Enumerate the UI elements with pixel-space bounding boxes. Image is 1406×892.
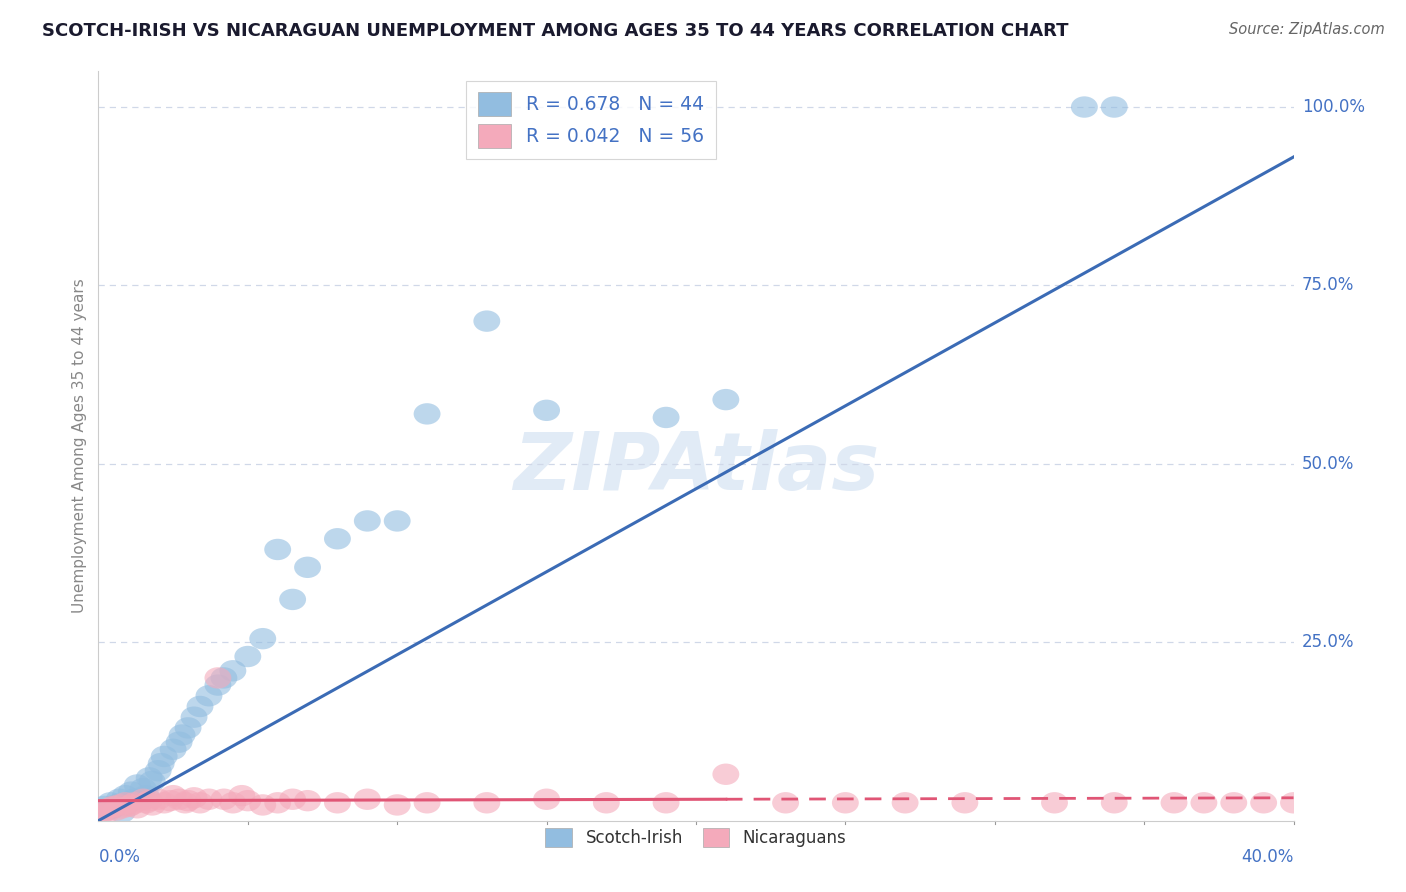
Text: 50.0%: 50.0%	[1302, 455, 1354, 473]
Text: 0.0%: 0.0%	[98, 848, 141, 866]
Text: 25.0%: 25.0%	[1302, 633, 1354, 651]
Text: ZIPAtlas: ZIPAtlas	[513, 429, 879, 508]
Text: SCOTCH-IRISH VS NICARAGUAN UNEMPLOYMENT AMONG AGES 35 TO 44 YEARS CORRELATION CH: SCOTCH-IRISH VS NICARAGUAN UNEMPLOYMENT …	[42, 22, 1069, 40]
Text: 100.0%: 100.0%	[1302, 98, 1365, 116]
Text: 40.0%: 40.0%	[1241, 848, 1294, 866]
Legend: Scotch-Irish, Nicaraguans: Scotch-Irish, Nicaraguans	[538, 821, 853, 854]
Text: 75.0%: 75.0%	[1302, 277, 1354, 294]
Text: Source: ZipAtlas.com: Source: ZipAtlas.com	[1229, 22, 1385, 37]
Y-axis label: Unemployment Among Ages 35 to 44 years: Unemployment Among Ages 35 to 44 years	[72, 278, 87, 614]
